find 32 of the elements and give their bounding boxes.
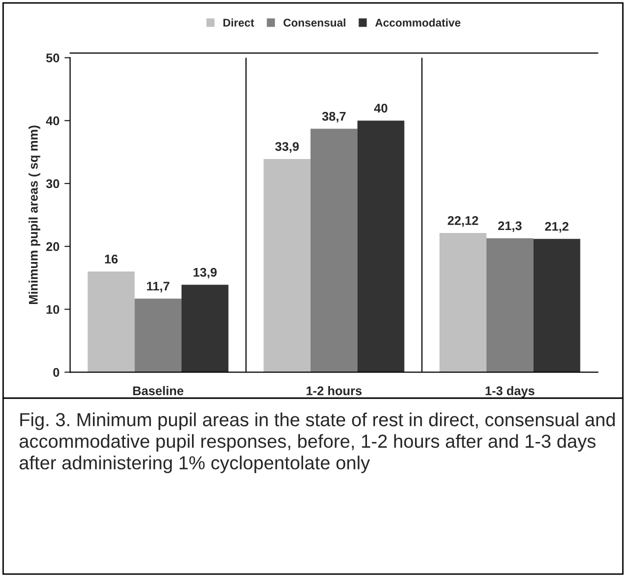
- data-label: 38,7: [322, 112, 346, 123]
- x-tick-label: 1-3 days: [486, 386, 534, 398]
- data-label: 16: [104, 254, 118, 264]
- bar: [88, 272, 135, 372]
- y-tick-label: 20: [46, 242, 60, 252]
- legend-label: Consensual: [284, 18, 346, 27]
- data-label: 11,7: [147, 282, 170, 292]
- bar: [134, 298, 182, 372]
- data-label: 21,3: [498, 221, 522, 232]
- data-label: 33,9: [275, 142, 299, 153]
- x-tick-label: Baseline: [133, 386, 184, 396]
- legend-label: Accommodative: [375, 18, 460, 27]
- y-tick-label: 40: [46, 116, 60, 126]
- bar: [264, 158, 311, 372]
- legend-label: Direct: [223, 18, 254, 27]
- bar: [357, 120, 404, 372]
- data-label: 21,2: [545, 222, 568, 233]
- y-tick-label: 50: [46, 54, 60, 62]
- y-tick-label: 30: [46, 179, 60, 188]
- bar: [310, 128, 358, 372]
- bar: [440, 233, 486, 372]
- bar: [182, 284, 228, 372]
- x-tick-label: 1-2 hours: [306, 386, 362, 396]
- y-tick-label: 0: [53, 368, 60, 377]
- data-label: 22,12: [448, 216, 478, 227]
- y-axis-title: Minimum pupil areas ( sq mm): [28, 126, 40, 304]
- bar: [486, 238, 534, 372]
- data-label: 40: [374, 104, 388, 113]
- caption: Fig. 3. Minimum pupil areas in the state of rest in direct, consensual and accommodative pupil responses, before, 1-2 hours after and 1-3 days after administering 1% cyclopentolate only: [20, 412, 615, 474]
- y-tick-label: 10: [46, 305, 60, 314]
- bar: [533, 238, 580, 372]
- data-label: 13,9: [194, 268, 217, 279]
